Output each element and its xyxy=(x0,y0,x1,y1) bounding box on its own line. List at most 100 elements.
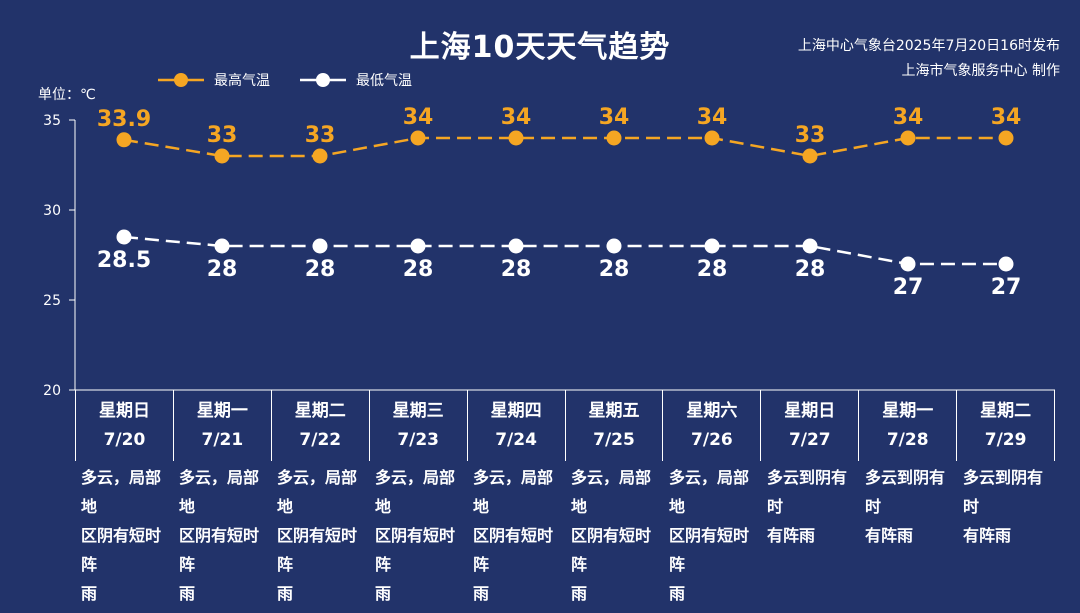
weather-description: 多云到阴有时 有阵雨 xyxy=(963,468,1044,545)
series-high-line xyxy=(123,136,1006,158)
series-low-point xyxy=(116,229,132,245)
series-low-data-label: 28 xyxy=(207,257,238,282)
weather-description: 多云，局部地 区阴有短时阵 雨 xyxy=(81,468,162,603)
series-low-point xyxy=(410,238,426,254)
y-tick-label: 35 xyxy=(43,113,61,129)
weekday-label: 星期三 xyxy=(392,401,444,421)
day-header-cell: 星期二 7/22 xyxy=(270,390,369,461)
date-label: 7/29 xyxy=(984,430,1027,450)
series-low-data-label: 27 xyxy=(991,275,1022,300)
series-high-data-label: 33 xyxy=(207,123,238,148)
series-low-data-label: 28 xyxy=(795,257,826,282)
series-low-data-label: 27 xyxy=(893,275,924,300)
series-low-point xyxy=(312,238,328,254)
issuer-info: 上海中心气象台2025年7月20日16时发布 上海市气象服务中心 制作 xyxy=(798,34,1060,84)
weekday-label: 星期日 xyxy=(784,401,836,421)
y-tick-label: 25 xyxy=(43,293,61,309)
series-low-data-label: 28 xyxy=(403,257,434,282)
date-label: 7/25 xyxy=(593,430,635,450)
series-high-data-label: 34 xyxy=(991,105,1022,130)
day-header-cell: 星期日 7/27 xyxy=(760,390,858,461)
series-high-point xyxy=(900,130,916,146)
series-high-data-label: 34 xyxy=(501,105,532,130)
weather-description: 多云，局部地 区阴有短时阵 雨 xyxy=(669,468,750,603)
series-high-data-label: 34 xyxy=(599,105,630,130)
weather-description: 多云，局部地 区阴有短时阵 雨 xyxy=(473,468,554,603)
date-label: 7/27 xyxy=(788,430,831,450)
series-high-point xyxy=(802,148,818,164)
day-header-cell: 星期二 7/29 xyxy=(956,390,1056,461)
y-tick-label: 20 xyxy=(43,383,61,399)
series-high-point xyxy=(214,148,230,164)
day-header-cell: 星期五 7/25 xyxy=(564,390,663,461)
y-tick-label: 30 xyxy=(43,203,61,219)
series-low-point xyxy=(214,238,230,254)
day-headers: 星期日 7/20 星期一 7/21 星期二 7/22 星期三 7/23 星期四 7/24 星期五 7/… xyxy=(75,390,1056,461)
date-label: 7/20 xyxy=(103,430,146,450)
series-high-point xyxy=(704,130,720,146)
weekday-label: 星期五 xyxy=(588,401,640,421)
series-low-point xyxy=(704,238,720,254)
series-low-point xyxy=(998,256,1014,272)
day-header-cell: 星期六 7/26 xyxy=(662,390,760,461)
date-label: 7/26 xyxy=(691,430,733,450)
legend-low-marker-icon xyxy=(300,73,346,87)
weather-descriptions: 多云，局部地 区阴有短时阵 雨多云，局部地 区阴有短时阵 雨多云，局部地 区阴有… xyxy=(75,463,1055,608)
series-high-point xyxy=(312,148,328,164)
weather-description: 多云，局部地 区阴有短时阵 雨 xyxy=(277,468,358,603)
weekday-label: 星期四 xyxy=(490,401,542,421)
weekday-label: 星期二 xyxy=(980,401,1032,421)
series-low-point xyxy=(606,238,622,254)
series-high-data-label: 34 xyxy=(893,105,924,130)
day-header-cell: 星期三 7/23 xyxy=(368,390,467,461)
legend-high-marker-icon xyxy=(158,73,204,87)
date-label: 7/21 xyxy=(201,430,244,450)
weekday-label: 星期一 xyxy=(196,401,248,421)
series-high-data-label: 33 xyxy=(795,123,826,148)
series-low-line xyxy=(123,235,1006,266)
series-high-data-label: 34 xyxy=(697,105,728,130)
series-high-point xyxy=(116,132,132,148)
legend-item-high: 最高气温 xyxy=(158,70,270,90)
legend-low-label: 最低气温 xyxy=(356,73,412,89)
weather-description: 多云，局部地 区阴有短时阵 雨 xyxy=(375,468,456,603)
chart-title: 上海10天天气趋势 xyxy=(409,30,671,65)
day-header-cell: 星期一 7/21 xyxy=(172,390,271,461)
issuer-line-1: 上海中心气象台2025年7月20日16时发布 xyxy=(797,38,1060,54)
weekday-label: 星期日 xyxy=(98,401,150,421)
weather-description: 多云，局部地 区阴有短时阵 雨 xyxy=(179,468,260,603)
weather-description: 多云到阴有时 有阵雨 xyxy=(865,468,946,545)
date-label: 7/24 xyxy=(495,430,537,450)
unit-label: 单位：℃ xyxy=(38,87,96,103)
date-label: 7/22 xyxy=(299,430,342,450)
series-high-data-label: 33.9 xyxy=(97,107,151,132)
date-label: 7/23 xyxy=(397,430,440,450)
series-high-data-label: 33 xyxy=(305,123,336,148)
weekday-label: 星期一 xyxy=(882,401,934,421)
weather-description: 多云，局部地 区阴有短时阵 雨 xyxy=(571,468,652,603)
series-high-point xyxy=(606,130,622,146)
series-low-point xyxy=(802,238,818,254)
series-low-data-label: 28 xyxy=(599,257,630,282)
date-label: 7/28 xyxy=(886,430,929,450)
series-low-data-label: 28 xyxy=(305,257,336,282)
legend: 最高气温 最低气温 xyxy=(158,70,442,90)
series-low-point xyxy=(900,256,916,272)
day-header-cell: 星期日 7/20 xyxy=(75,390,173,461)
series-low-data-label: 28 xyxy=(501,257,532,282)
series-low-point xyxy=(508,238,524,254)
legend-high-label: 最高气温 xyxy=(214,73,270,89)
series-high-point xyxy=(508,130,524,146)
weekday-label: 星期二 xyxy=(294,401,346,421)
weekday-label: 星期六 xyxy=(686,401,738,421)
series-high-data-label: 34 xyxy=(403,105,434,130)
legend-item-low: 最低气温 xyxy=(300,70,412,90)
day-header-cell: 星期四 7/24 xyxy=(466,390,565,461)
series-low-data-label: 28 xyxy=(697,257,728,282)
series-low-data-label: 28.5 xyxy=(97,248,151,273)
issuer-line-2: 上海市气象服务中心 制作 xyxy=(901,63,1060,79)
day-header-cell: 星期一 7/28 xyxy=(858,390,956,461)
series-high-point xyxy=(998,130,1014,146)
weather-description: 多云到阴有时 有阵雨 xyxy=(767,468,848,545)
series-high-point xyxy=(410,130,426,146)
